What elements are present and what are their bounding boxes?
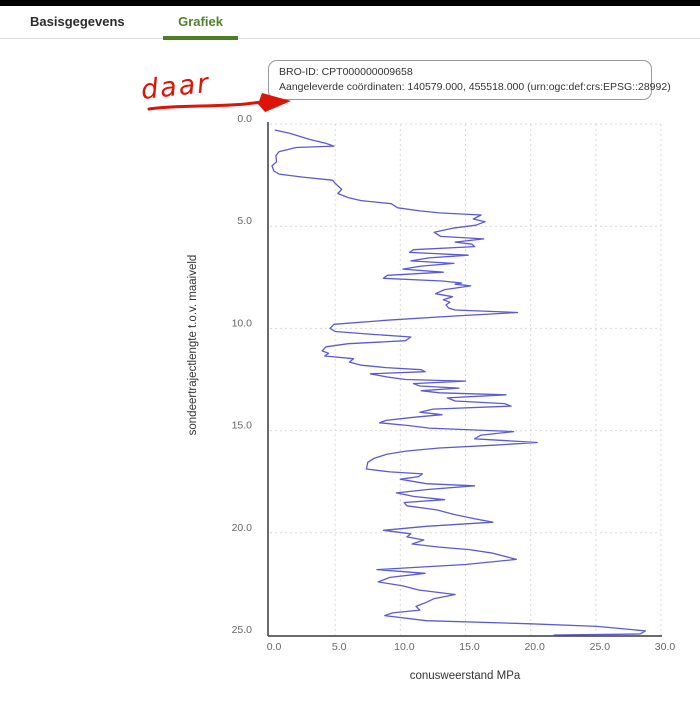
chart-gridlines	[270, 123, 662, 635]
tab-grafiek[interactable]: Grafiek	[163, 6, 238, 40]
tab-basisgegevens[interactable]: Basisgegevens	[30, 14, 125, 29]
svg-text:25.0: 25.0	[590, 641, 611, 653]
annotation-daar-text: daar	[139, 68, 211, 106]
annotation-arrow-line	[147, 100, 264, 111]
chart-tick-labels: 0.0 5.0 10.0 15.0 20.0 25.0 30.0 0.0 5.0 10.0 15.0…	[232, 113, 676, 653]
svg-text:15.0: 15.0	[232, 420, 253, 432]
tab-bar: Basisgegevens Grafiek	[0, 6, 700, 40]
cpt-trace-line[interactable]	[271, 129, 647, 636]
window-top-edge	[0, 0, 700, 6]
svg-text:20.0: 20.0	[232, 522, 253, 534]
chart-axes	[267, 122, 662, 637]
svg-text:20.0: 20.0	[524, 641, 545, 653]
svg-text:15.0: 15.0	[459, 641, 480, 653]
svg-text:0.0: 0.0	[237, 113, 252, 125]
svg-text:10.0: 10.0	[232, 317, 253, 329]
handwritten-annotation: daar	[139, 68, 291, 112]
y-axis-title: sondeertrajectlengte t.o.v. maaiveld	[187, 255, 199, 436]
x-axis-title: conusweerstand MPa	[410, 670, 521, 682]
annotation-arrow-head	[258, 93, 291, 112]
svg-text:5.0: 5.0	[332, 641, 347, 653]
coordinates-text: Aangeleverde coördinaten: 140579.000, 45…	[279, 80, 671, 93]
svg-text:25.0: 25.0	[232, 624, 253, 636]
bro-id-text: BRO-ID: CPT000000009658	[279, 66, 413, 78]
chart-info-box: BRO-ID: CPT000000009658 Aangeleverde coö…	[268, 60, 671, 100]
svg-text:0.0: 0.0	[267, 641, 282, 653]
svg-text:30.0: 30.0	[655, 641, 676, 653]
svg-text:10.0: 10.0	[394, 641, 415, 653]
svg-text:5.0: 5.0	[237, 215, 252, 227]
